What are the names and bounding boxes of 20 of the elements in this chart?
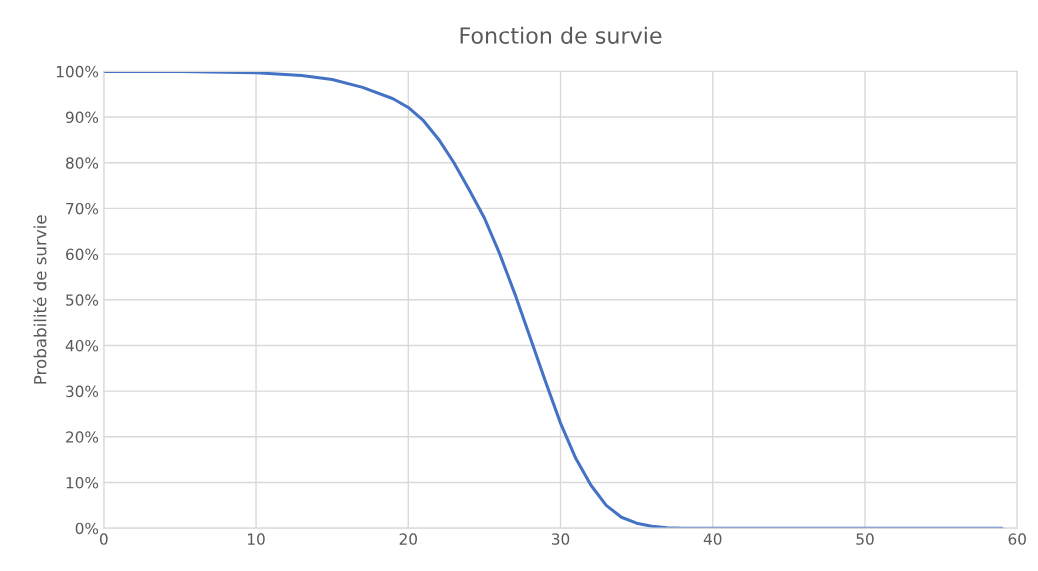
x-tick-label: 20 — [399, 533, 417, 545]
x-tick-label: 50 — [856, 533, 874, 545]
y-tick-label: 80% — [66, 157, 99, 169]
y-tick-label: 50% — [66, 294, 99, 306]
chart-title: Fonction de survie — [460, 26, 662, 44]
y-tick-label: 10% — [66, 476, 99, 489]
y-tick-label: 0% — [75, 522, 99, 535]
x-tick-label: 30 — [551, 533, 570, 545]
x-tick-label: 0 — [99, 533, 108, 545]
y-tick-label: 60% — [66, 248, 99, 261]
y-tick-label: 100% — [56, 65, 99, 78]
y-tick-label: 20% — [66, 431, 99, 443]
y-tick-label: 40% — [65, 339, 99, 352]
y-axis-title: Probabilité de survie — [32, 215, 47, 384]
y-tick-label: 70% — [66, 202, 99, 215]
y-tick-label: 30% — [66, 385, 99, 398]
x-tick-label: 10 — [248, 533, 265, 545]
x-tick-label: 60 — [1008, 533, 1026, 545]
y-tick-label: 90% — [65, 111, 99, 124]
x-tick-label: 40 — [703, 533, 722, 545]
